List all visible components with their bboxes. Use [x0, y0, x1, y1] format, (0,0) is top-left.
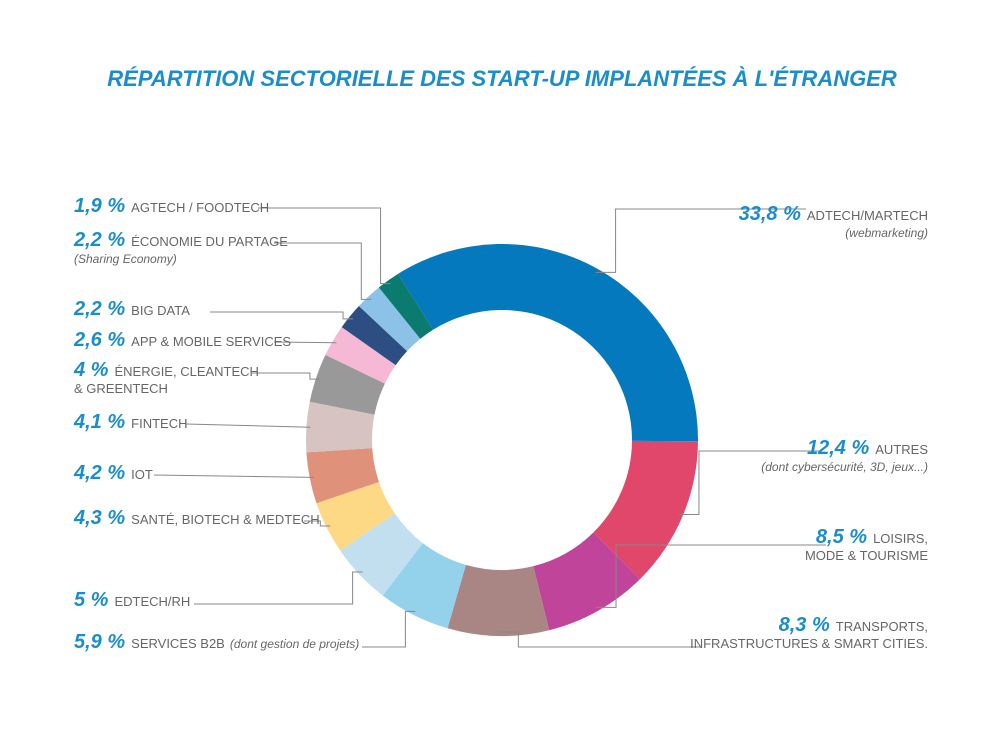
- slice-labels: 33,8 % ADTECH/MARTECH (webmarketing) 12,4 %…: [73, 195, 928, 653]
- slice-5: [340, 513, 423, 596]
- slice-label-9: 4 % ÉNERGIE, CLEANTECH: [73, 359, 259, 381]
- leader-line-12: [274, 242, 372, 300]
- slice-label-1: 12,4 % AUTRES: [807, 437, 928, 459]
- leader-line-10: [273, 341, 337, 344]
- slice-13: [378, 273, 434, 339]
- slice-name-6: SANTÉ, BIOTECH & MEDTECH: [131, 512, 320, 527]
- slice-pct-12: 2,2 %: [73, 229, 125, 251]
- donut-slices: [306, 243, 698, 636]
- slice-sub-0: (webmarketing): [845, 226, 928, 240]
- slice-name-11: BIG DATA: [131, 303, 190, 318]
- slice-pct-8: 4,1 %: [73, 411, 125, 433]
- slice-sub-1: (dont cybersécurité, 3D, jeux...): [761, 460, 928, 474]
- leader-line-5: [194, 571, 363, 605]
- leader-line-6: [304, 520, 331, 527]
- slice-3: [447, 564, 550, 636]
- slice-name-0: ADTECH/MARTECH: [807, 208, 928, 223]
- slice-12: [358, 287, 421, 352]
- slice-name-9: ÉNERGIE, CLEANTECH: [114, 364, 258, 379]
- slice-label-13: 1,9 % AGTECH / FOODTECH: [74, 195, 269, 217]
- slice-label-8: 4,1 % FINTECH: [73, 411, 188, 433]
- chart-title: RÉPARTITION SECTORIELLE DES START-UP IMP…: [107, 66, 897, 91]
- slice-label-11: 2,2 % BIG DATA: [73, 298, 190, 320]
- slice-name2-9: & GREENTECH: [74, 381, 168, 396]
- slice-11: [341, 306, 408, 366]
- slice-8: [306, 401, 375, 453]
- leader-line-7: [153, 474, 314, 478]
- slice-label-5: 5 % EDTECH/RH: [74, 589, 190, 611]
- slice-name-12: ÉCONOMIE DU PARTAGE: [131, 234, 288, 249]
- slice-pct-7: 4,2 %: [73, 462, 125, 484]
- leader-line-11: [210, 311, 354, 320]
- slice-pct-2: 8,5 %: [816, 526, 867, 548]
- slice-name-3: TRANSPORTS,: [836, 619, 928, 634]
- slice-sub-4: (dont gestion de projets): [230, 637, 359, 651]
- leader-line-8: [185, 423, 311, 428]
- slice-9: [309, 354, 385, 415]
- slice-name-1: AUTRES: [875, 442, 928, 457]
- leader-line-1: [678, 450, 820, 515]
- leader-line-13: [258, 207, 391, 285]
- slice-name-8: FINTECH: [131, 416, 187, 431]
- slice-label-3: 8,3 % TRANSPORTS,: [779, 614, 928, 636]
- slice-name-13: AGTECH / FOODTECH: [131, 200, 269, 215]
- slice-pct-0: 33,8 %: [739, 203, 801, 225]
- slice-name-10: APP & MOBILE SERVICES: [131, 334, 291, 349]
- slice-7: [306, 448, 379, 504]
- slice-name2-3: INFRASTRUCTURES & SMART CITIES.: [690, 636, 928, 651]
- slice-2: [533, 532, 640, 631]
- slice-label-10: 2,6 % APP & MOBILE SERVICES: [73, 329, 291, 351]
- slice-pct-1: 12,4 %: [807, 437, 869, 459]
- slice-name-7: IOT: [131, 467, 153, 482]
- slice-pct-13: 1,9 %: [74, 195, 125, 217]
- slice-name-2: LOISIRS,: [873, 531, 928, 546]
- leader-line-4: [362, 610, 416, 648]
- slice-pct-4: 5,9 %: [74, 631, 125, 653]
- slice-pct-3: 8,3 %: [779, 614, 830, 636]
- slice-4: [382, 543, 466, 629]
- slice-name-5: EDTECH/RH: [114, 594, 190, 609]
- slice-label-7: 4,2 % IOT: [73, 462, 153, 484]
- leader-line-9: [252, 372, 320, 380]
- slice-sub-12: (Sharing Economy): [74, 252, 177, 266]
- slice-pct-10: 2,6 %: [73, 329, 125, 351]
- slice-label-12: 2,2 % ÉCONOMIE DU PARTAGE: [73, 229, 288, 251]
- slice-pct-5: 5 %: [74, 589, 109, 611]
- slice-label-2: 8,5 % LOISIRS,: [816, 526, 928, 548]
- slice-name-4: SERVICES B2B: [131, 636, 225, 651]
- slice-pct-11: 2,2 %: [73, 298, 125, 320]
- slice-label-4: 5,9 % SERVICES B2B (dont gestion de projet…: [74, 631, 359, 653]
- leader-line-3: [498, 631, 700, 648]
- leader-lines: [153, 207, 826, 648]
- leader-line-0: [595, 208, 806, 273]
- slice-pct-6: 4,3 %: [73, 507, 125, 529]
- slice-label-0: 33,8 % ADTECH/MARTECH: [739, 203, 928, 225]
- slice-0: [398, 243, 698, 442]
- slice-pct-9: 4 %: [73, 359, 109, 381]
- slice-name2-2: MODE & TOURISME: [805, 548, 928, 563]
- slice-label-6: 4,3 % SANTÉ, BIOTECH & MEDTECH: [73, 507, 320, 529]
- slice-10: [325, 327, 396, 384]
- leader-line-2: [596, 544, 826, 608]
- slice-6: [316, 481, 395, 551]
